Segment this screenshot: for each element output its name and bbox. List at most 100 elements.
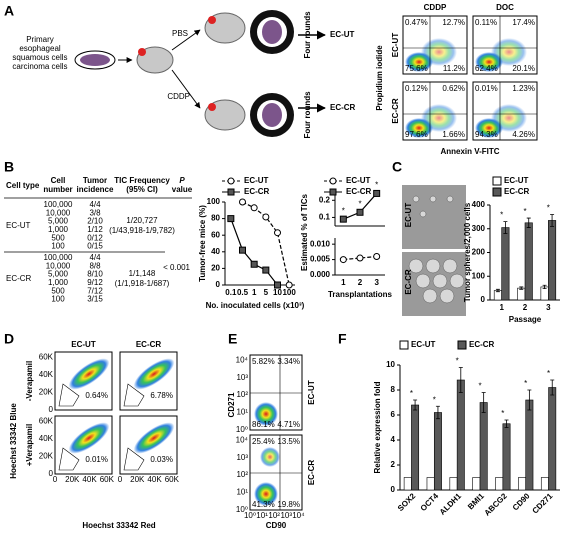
y-tick-label: 200 — [472, 248, 486, 257]
sp-percentage: 6.78% — [150, 391, 173, 400]
x-tick-label: 10⁴ — [292, 511, 305, 520]
y-tick-label: 4 — [391, 435, 396, 444]
x-tick-label: 2 — [523, 303, 528, 312]
y-tick-label: 60 — [211, 230, 220, 239]
legend-label: EC-CR — [469, 340, 495, 349]
treatment-label: CDDP — [167, 92, 190, 101]
cell-number: 10,000 — [46, 261, 71, 270]
significance: * — [358, 199, 361, 208]
bar — [426, 477, 435, 491]
quadrant-value: 4.71% — [277, 420, 300, 429]
quadrant-value: 0.11% — [475, 18, 497, 27]
x-tick-label: SOX2 — [396, 491, 418, 513]
significance: * — [524, 379, 527, 388]
bar — [548, 387, 557, 491]
point — [239, 198, 246, 206]
significance: * — [410, 389, 413, 398]
x-tick-label: 2 — [358, 278, 363, 287]
outcome-label: EC-CR — [330, 103, 356, 112]
point — [373, 253, 381, 260]
significance: * — [478, 382, 481, 391]
x-tick-label: 10¹ — [256, 511, 268, 520]
cell-type: EC-CR — [6, 274, 32, 283]
image-label: EC-CR — [404, 269, 413, 295]
point — [339, 215, 347, 223]
y-tick-label: 10⁰ — [236, 425, 248, 434]
x-tick-label: ABCG2 — [483, 491, 510, 518]
panel-label: F — [338, 331, 347, 347]
legend-swatch — [492, 187, 502, 197]
sp-gate — [58, 447, 80, 471]
x-axis-label: Transplantations — [328, 290, 393, 299]
hoechst-row: +Verapamil — [25, 424, 34, 466]
significance: * — [375, 181, 378, 190]
y-tick-label: 0 — [49, 405, 54, 414]
tumor-incidence: 1/12 — [87, 225, 103, 234]
bar — [411, 404, 420, 491]
x-tick-label: BMI1 — [466, 491, 486, 511]
table-header: incidence — [77, 185, 114, 194]
cells-label: squamous cells — [12, 53, 67, 62]
legend-label: EC-CR — [244, 187, 270, 196]
y-tick-label: 100 — [207, 197, 221, 206]
y-tick-label: 40 — [211, 247, 220, 256]
flow-xlabel: Annexin V-FITC — [440, 147, 499, 156]
sphere-image — [402, 185, 466, 249]
point — [356, 254, 364, 262]
x-tick-label: 0 — [53, 475, 58, 484]
point — [339, 256, 347, 264]
flow-ylabel: Propidium iodide — [375, 45, 384, 111]
cell-cloud — [254, 482, 278, 506]
y-tick-label: 2 — [391, 460, 396, 469]
x-axis-label: No. inoculated cells (x10³) — [206, 301, 305, 310]
bar — [456, 379, 465, 491]
hoechst-xlabel: Hoechst 33342 Red — [82, 521, 155, 530]
y-tick-label: 0.2 — [319, 195, 331, 204]
tumor-incidence: 0/12 — [87, 233, 103, 242]
x-tick-label: 60K — [100, 475, 115, 484]
panel-a-illustration — [74, 10, 326, 137]
quadrant-value: 97.6% — [405, 130, 428, 139]
rounds-label: Four rounds — [303, 91, 312, 139]
legend-swatch — [492, 176, 502, 186]
tic-frequency: 1/1,148 — [129, 269, 156, 278]
quadrant-value: 0.01% — [475, 84, 498, 93]
x-tick-label: 3 — [546, 303, 551, 312]
legend-swatch — [457, 340, 467, 350]
bar — [548, 220, 557, 301]
error-bar — [550, 214, 555, 227]
cell-number: 500 — [51, 233, 65, 242]
y-tick-label: 10⁴ — [236, 435, 249, 444]
legend-label: EC-UT — [244, 176, 269, 185]
tumor-incidence: 4/4 — [89, 200, 101, 209]
cell-number: 100 — [51, 242, 65, 251]
sp-percentage: 0.01% — [85, 455, 108, 464]
y-tick-label: 10⁴ — [236, 355, 249, 364]
significance: * — [547, 369, 550, 378]
x-tick-label: 10² — [268, 511, 280, 520]
cell-cloud — [421, 38, 457, 66]
tumor-incidence: 7/12 — [87, 286, 103, 295]
cell-cloud — [68, 422, 110, 454]
quadrant-value: 4.26% — [512, 130, 535, 139]
table-header: TIC Frequency — [114, 176, 170, 185]
y-tick-label: 0 — [216, 280, 221, 289]
point — [239, 246, 246, 254]
point — [274, 281, 281, 289]
y-axis-label: Estimated % of TICs — [300, 194, 309, 271]
table-header: P — [179, 176, 185, 185]
legend-label: EC-UT — [411, 340, 436, 349]
bar — [495, 477, 504, 491]
cell-cloud — [254, 402, 278, 426]
sp-gate — [123, 383, 145, 407]
x-tick-label: 0.1 — [225, 288, 237, 297]
error-bar — [527, 389, 532, 411]
y-tick-label: 0 — [481, 295, 486, 304]
x-tick-label: 1 — [252, 288, 257, 297]
x-axis-label: Passage — [509, 315, 542, 324]
significance: * — [456, 357, 459, 366]
quadrant-value: 20.1% — [512, 64, 535, 73]
cell-cloud — [133, 422, 175, 454]
x-tick-label: CD90 — [511, 491, 532, 512]
